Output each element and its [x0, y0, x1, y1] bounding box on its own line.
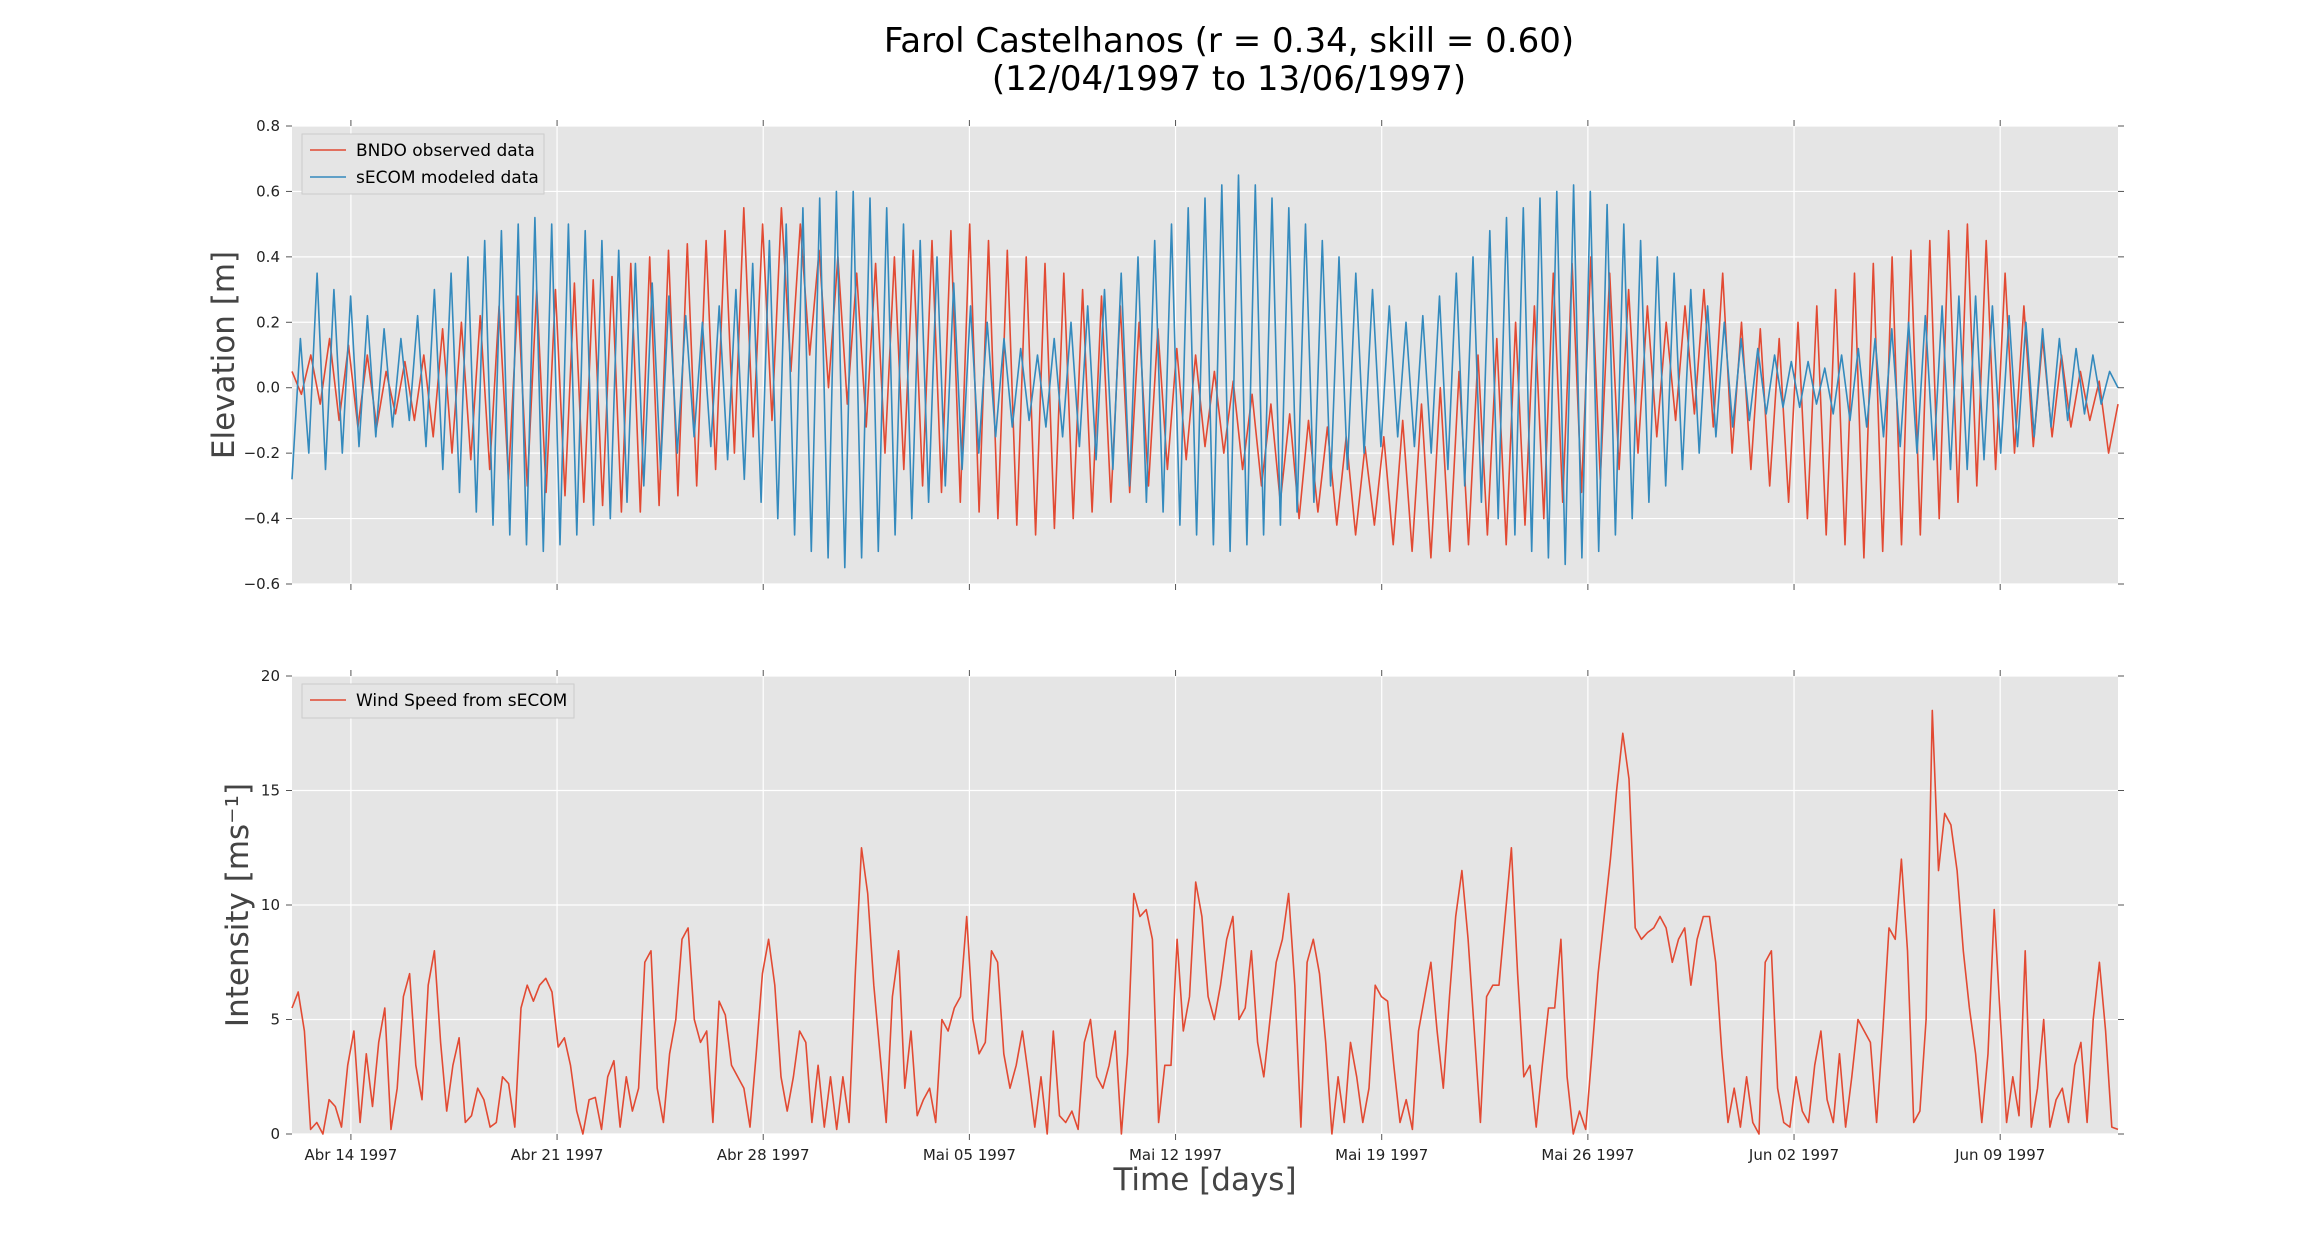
elevation-y-axis-label: Elevation [m]	[206, 251, 242, 459]
x-tick-label: Jun 09 1997	[1954, 1146, 2045, 1164]
secom-modeled-data-line	[291, 174, 2119, 569]
wind-series-layer	[291, 709, 2119, 1135]
y-tick-label: −0.2	[244, 444, 280, 462]
time-x-axis-label: Time [days]	[1112, 1162, 1296, 1198]
y-tick-label: 20	[261, 667, 280, 685]
elevation-legend-box	[301, 133, 545, 195]
y-tick-label: 0.6	[256, 182, 280, 200]
y-tick-label: 5	[270, 1011, 280, 1029]
x-tick-label: Abr 14 1997	[305, 1146, 398, 1164]
figure-title-line2: (12/04/1997 to 13/06/1997)	[992, 59, 1466, 99]
y-tick-label: −0.4	[244, 510, 280, 528]
x-tick-label: Jun 02 1997	[1748, 1146, 1839, 1164]
elevation-y-ticks: −0.6 −0.4 −0.2 0.0 0.2 0.4 0.6 0.8	[244, 117, 2124, 593]
y-tick-label: 0.2	[256, 313, 280, 331]
x-tick-label: Abr 21 1997	[511, 1146, 604, 1164]
wind-x-ticks: Abr 14 1997 Abr 21 1997 Abr 28 1997 Mai 05 …	[305, 670, 2045, 1164]
y-tick-label: 0	[270, 1125, 280, 1143]
elevation-x-ticks	[350, 120, 2001, 590]
x-tick-label: Mai 19 1997	[1335, 1146, 1428, 1164]
y-tick-label: 0.8	[256, 117, 280, 135]
elevation-panel: −0.6 −0.4 −0.2 0.0 0.2 0.4 0.6 0.8 Elevation [m…	[206, 117, 2124, 593]
x-tick-label: Mai 05 1997	[923, 1146, 1016, 1164]
wind-legend-box	[301, 683, 575, 719]
bndo-observed-data-line	[291, 207, 2119, 559]
y-tick-label: 0.0	[256, 379, 280, 397]
y-tick-label: −0.6	[244, 575, 280, 593]
observed-legend-label: BNDO observed data	[356, 141, 535, 161]
y-tick-label: 15	[261, 782, 280, 800]
wind-legend-label: Wind Speed from sECOM	[356, 691, 567, 711]
y-tick-label: 0.4	[256, 248, 280, 266]
figure-title-line1: Farol Castelhanos (r = 0.34, skill = 0.6…	[884, 21, 1574, 61]
x-tick-label: Mai 26 1997	[1541, 1146, 1634, 1164]
elevation-legend: BNDO observed data sECOM modeled data	[301, 133, 545, 195]
elevation-series-layer	[291, 174, 2119, 569]
wind-legend: Wind Speed from sECOM	[301, 683, 575, 719]
wind-speed-from-secom-line	[291, 709, 2119, 1135]
y-tick-label: 10	[261, 896, 280, 914]
x-tick-label: Abr 28 1997	[717, 1146, 810, 1164]
wind-y-ticks: 0 5 10 15 20	[261, 667, 2124, 1143]
modeled-legend-label: sECOM modeled data	[356, 168, 539, 188]
wind-grid	[292, 675, 2118, 1135]
wind-y-axis-label: Intensity [ms⁻¹]	[220, 783, 256, 1027]
x-tick-label: Mai 12 1997	[1129, 1146, 1222, 1164]
wind-panel: 0 5 10 15 20 Abr 14 1997 Abr 21 1997 Abr 28 19…	[220, 667, 2124, 1198]
